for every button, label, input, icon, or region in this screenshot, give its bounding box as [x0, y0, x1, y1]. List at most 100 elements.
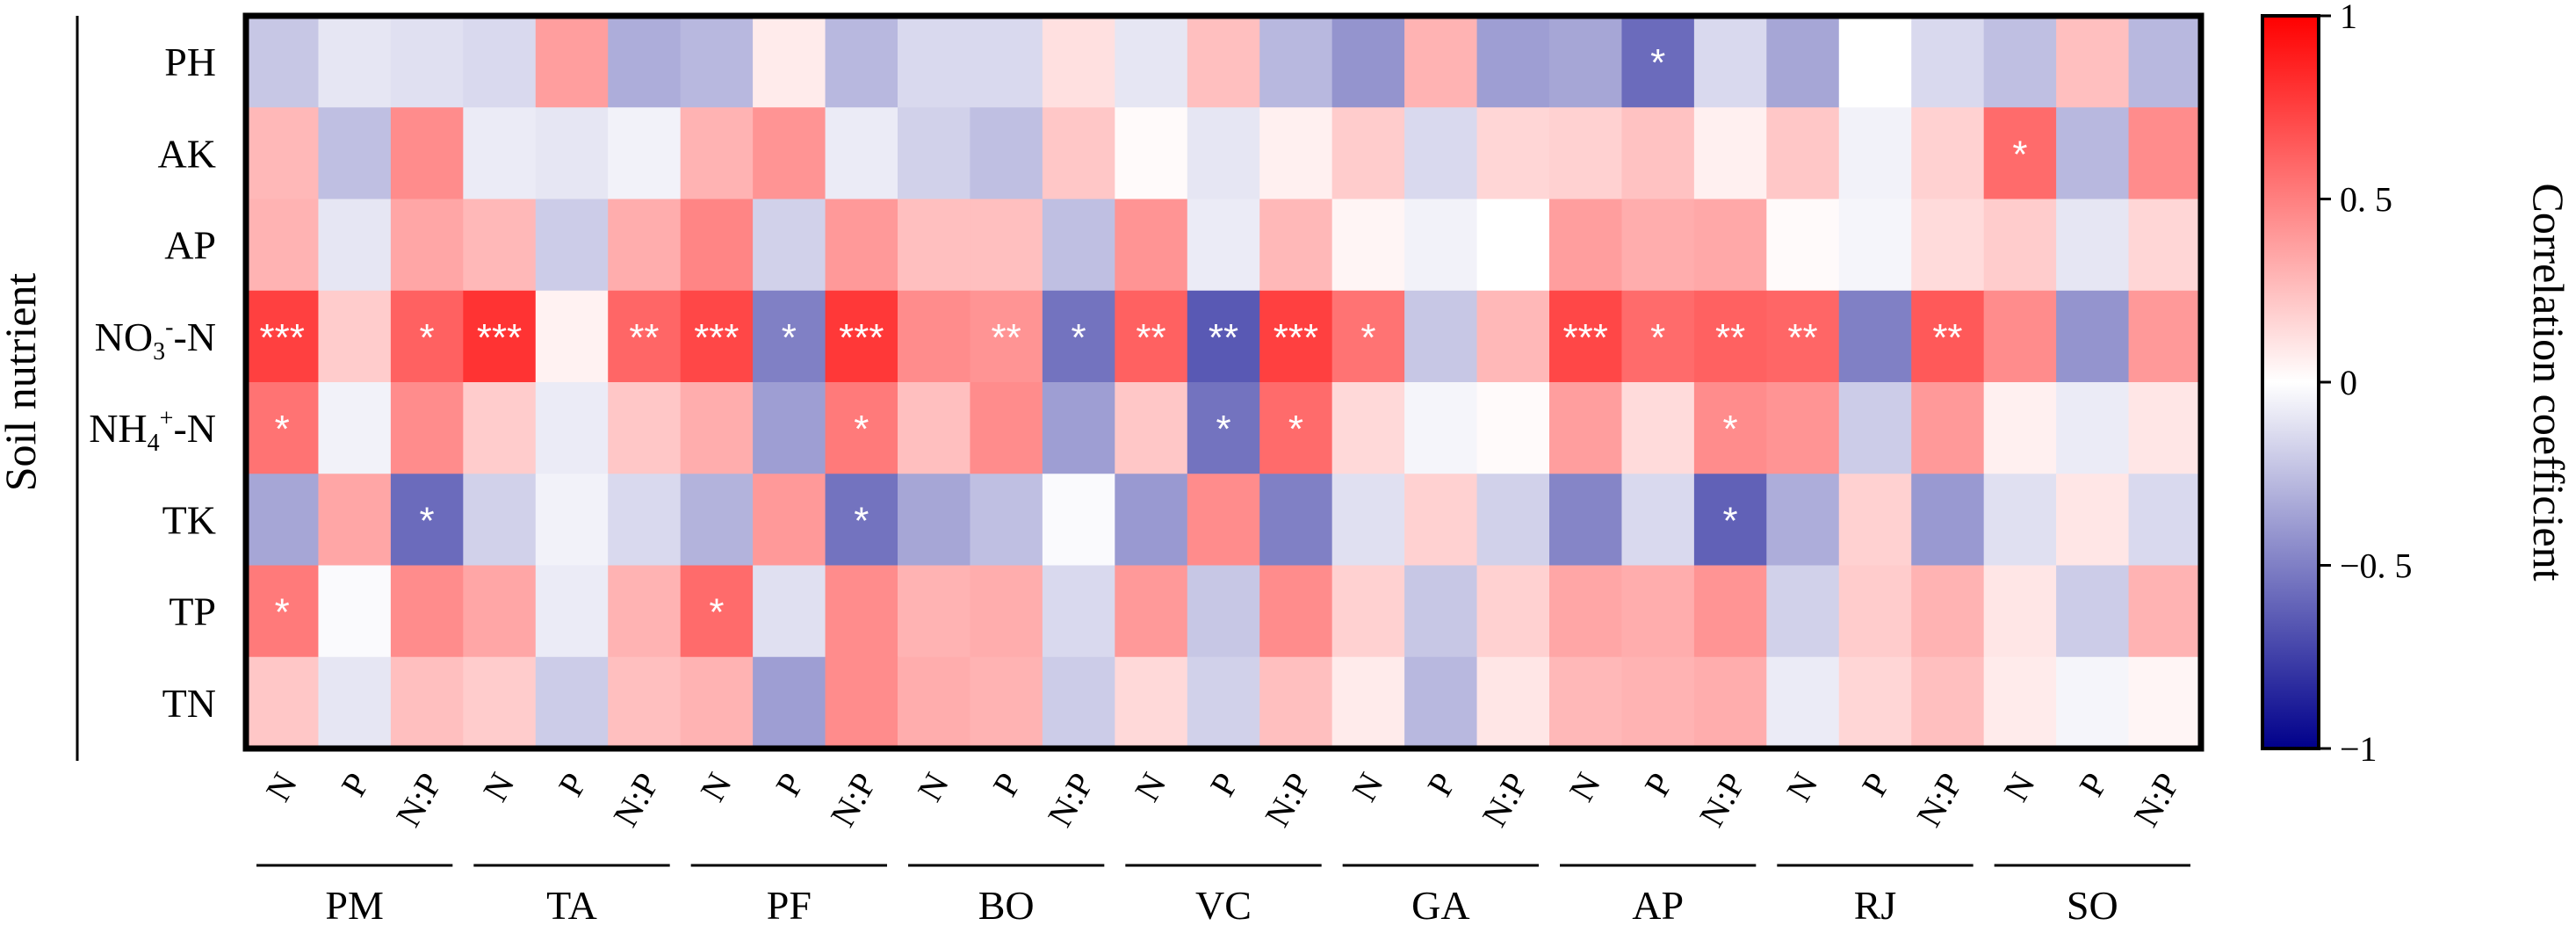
heatmap-cell: [1693, 290, 1767, 383]
heatmap-cell: [1115, 656, 1188, 749]
heatmap-cell: [1259, 565, 1333, 658]
heatmap-cell: [1259, 474, 1333, 567]
group-label: RJ: [1854, 883, 1897, 928]
heatmap-cell: [680, 199, 754, 292]
heatmap-cell: [535, 290, 609, 383]
group-label: BO: [978, 883, 1035, 928]
heatmap-cell: [970, 107, 1043, 200]
heatmap-cell: [1911, 656, 1985, 749]
heatmap-cell: [1838, 656, 1912, 749]
heatmap-cell: [1983, 290, 2057, 383]
heatmap-cell: [390, 656, 464, 749]
row-labels: PH AK AP NO3--N NH4+-N TK TP TN: [89, 40, 216, 726]
heatmap-cell: [898, 199, 971, 292]
significance-mark: *: [275, 408, 290, 451]
heatmap-cell: [898, 382, 971, 474]
heatmap-cell: [1911, 565, 1985, 658]
heatmap-cell: [753, 382, 826, 474]
heatmap-cell: [970, 565, 1043, 658]
heatmap-cell: [898, 107, 971, 200]
colorbar-tick-label: 1: [2340, 0, 2357, 36]
heatmap-cell: [318, 16, 392, 108]
heatmap-cell: [1911, 382, 1985, 474]
heatmap-cell: [318, 474, 392, 567]
heatmap-cell: [753, 107, 826, 200]
column-label: N: [1562, 766, 1608, 808]
significance-mark: *: [2012, 133, 2027, 176]
heatmap-cell: [2128, 107, 2202, 200]
y-axis-title: Soil nutrient: [0, 273, 45, 492]
heatmap-cell: [898, 474, 971, 567]
heatmap-cell: [898, 16, 971, 108]
heatmap-cell: [535, 474, 609, 567]
heatmap-cell: [970, 290, 1043, 383]
significance-mark: **: [1136, 316, 1165, 359]
heatmap-cell: [1259, 107, 1333, 200]
heatmap-cell: [1621, 565, 1695, 658]
heatmap-cell: [1331, 656, 1405, 749]
heatmap-cell: [246, 474, 320, 567]
heatmap-cell: [1693, 565, 1767, 658]
heatmap-cell: [1404, 474, 1478, 567]
heatmap-cell: [1693, 382, 1767, 474]
heatmap-cell: [1476, 474, 1550, 567]
heatmap-cell: [1042, 474, 1115, 567]
heatmap-cell: [825, 565, 898, 658]
column-label: N: [1995, 766, 2042, 808]
colorbar-ticks: 1 0. 5 0 −0. 5 −1: [2319, 0, 2413, 769]
column-label: N:P: [2125, 766, 2187, 833]
heatmap-cell: [1983, 656, 2057, 749]
heatmap-cell: [390, 290, 464, 383]
heatmap-cell: [825, 290, 898, 383]
heatmap-cell: [970, 656, 1043, 749]
group-labels: PM TA PF BO VC GA AP RJ SO: [256, 864, 2190, 928]
row-label: TK: [162, 497, 216, 542]
heatmap-cell: [1042, 565, 1115, 658]
significance-mark: ***: [260, 316, 305, 359]
heatmap-cell: [1115, 199, 1188, 292]
significance-mark: *: [1072, 316, 1086, 359]
row-label: AK: [158, 131, 216, 176]
row-label: AP: [164, 223, 216, 268]
heatmap-cell: [318, 382, 392, 474]
heatmap-cell: [1042, 107, 1115, 200]
column-label: N:P: [822, 766, 884, 833]
heatmap-cell: [1042, 16, 1115, 108]
heatmap-cell: [1838, 565, 1912, 658]
column-label: N:P: [388, 766, 450, 833]
heatmap-cell: [1259, 382, 1333, 474]
heatmap-cell: [825, 474, 898, 567]
heatmap-cell: [1115, 290, 1188, 383]
heatmap-cell: [1549, 382, 1623, 474]
column-label: P: [551, 766, 595, 803]
heatmap-cell: [2056, 107, 2130, 200]
heatmap-cell: [1766, 474, 1840, 567]
column-label: N:P: [1474, 766, 1535, 833]
heatmap-cell: [1331, 290, 1405, 383]
heatmap-cell: [1693, 199, 1767, 292]
heatmap-cell: [2128, 565, 2202, 658]
heatmap-cell: [1838, 474, 1912, 567]
heatmap-cell: [535, 656, 609, 749]
heatmap-cell: [1766, 107, 1840, 200]
heatmap-cell: [1621, 199, 1695, 292]
column-label: N: [1779, 766, 1825, 808]
heatmap-cell: [2128, 199, 2202, 292]
colorbar-title: Correlation coefficient: [2524, 183, 2573, 581]
heatmap-cell: [1115, 16, 1188, 108]
column-label: P: [768, 766, 812, 803]
heatmap-cell: [318, 107, 392, 200]
heatmap-cell: [1838, 199, 1912, 292]
heatmap-cell: [463, 107, 537, 200]
heatmap-cell: [1042, 656, 1115, 749]
heatmap-cell: [1476, 290, 1550, 383]
heatmap-cell: [246, 565, 320, 658]
heatmap-cell: [1331, 382, 1405, 474]
heatmap-cell: [608, 656, 682, 749]
heatmap-cell: [1838, 382, 1912, 474]
heatmap-cell: [1042, 199, 1115, 292]
heatmap-cell: [463, 382, 537, 474]
heatmap-cell: [1331, 474, 1405, 567]
group-label: TA: [546, 883, 597, 928]
heatmap-cell: [753, 656, 826, 749]
